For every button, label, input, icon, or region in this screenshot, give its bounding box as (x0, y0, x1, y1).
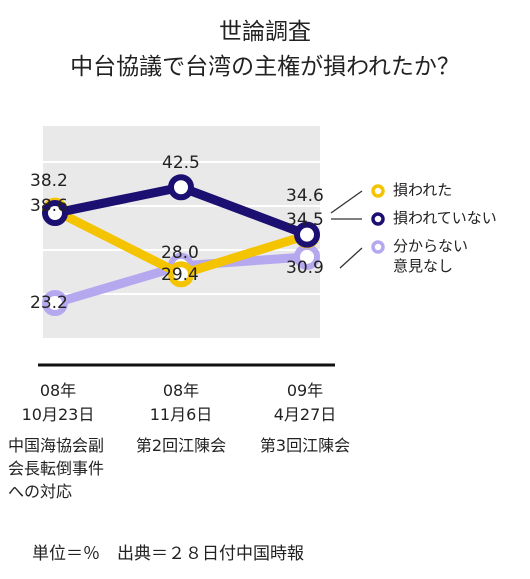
data-label-dis-3: 34.5 (286, 210, 324, 230)
data-label-dis-2: 28.0 (161, 243, 199, 263)
legend-marker-unk (371, 240, 385, 254)
data-label-not-1: 38.2 (30, 171, 68, 191)
x-event-1-line3: への対応 (8, 482, 73, 501)
x-event-2: 第2回江陳会 (135, 436, 227, 455)
legend-label-unk-1: 分からない (393, 237, 469, 255)
legend-marker-not (371, 212, 385, 226)
legend-marker-dis (371, 184, 385, 198)
chart-title-line1: 世論調査 (219, 19, 311, 45)
data-point-unk-1 (42, 290, 68, 317)
x-event-1-line1: 中国海協会副 (8, 436, 105, 455)
data-label-dis-1: 38.6 (30, 196, 68, 216)
legend-label-not: 損われていない (393, 209, 497, 227)
data-point-dis-2 (168, 261, 194, 288)
x-tick-year-3: 09年 (286, 381, 324, 400)
footer-note: 単位＝％ 出典＝２８日付中国時報 (32, 544, 304, 564)
leader-line-dis (330, 190, 363, 214)
leader-line-unk (339, 247, 363, 269)
data-label-not-3: 34.6 (286, 186, 324, 206)
data-point-not-3 (294, 221, 320, 248)
data-label-unk-3: 30.9 (286, 258, 324, 278)
x-event-3: 第3回江陳会 (259, 436, 351, 455)
x-tick-date-3: 4月27日 (273, 405, 337, 424)
x-tick-date-1: 10月23日 (21, 405, 95, 424)
chart-title-line2: 中台協議で台湾の主権が損われたか？ (70, 54, 460, 80)
series-layer (42, 174, 320, 317)
x-tick-year-2: 08年 (162, 381, 200, 400)
data-point-not-1 (42, 200, 68, 227)
data-label-unk-1: 23.2 (30, 293, 68, 313)
legend-label-unk-2: 意見なし (393, 257, 454, 275)
x-tick-date-2: 11月6日 (149, 405, 213, 424)
x-tick-year-1: 08年 (39, 381, 77, 400)
legend-label-dis: 損われた (393, 181, 453, 199)
data-point-not-2 (168, 174, 194, 201)
data-label-not-2: 42.5 (162, 153, 200, 173)
data-label-unk-2: 29.4 (161, 265, 199, 285)
x-event-1-line2: 会長転倒事件 (8, 459, 105, 478)
